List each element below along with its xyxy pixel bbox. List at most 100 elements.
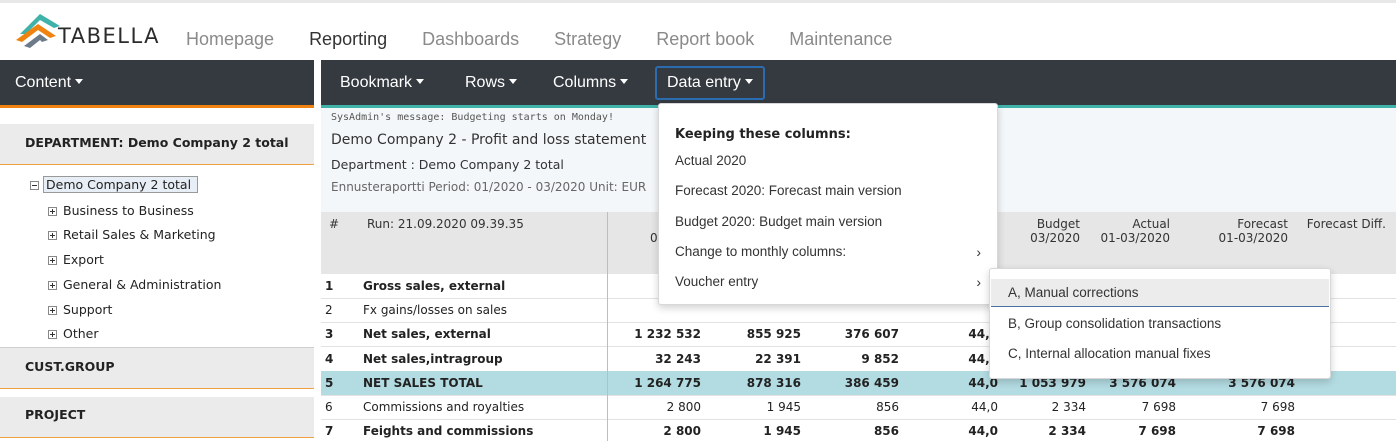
section-divider (0, 347, 314, 348)
submenu-item-internal-allocation[interactable]: C, Internal allocation manual fixes (1008, 346, 1211, 361)
header-line: Forecast (1237, 217, 1288, 231)
menu-item-budget-2020[interactable]: Budget 2020: Budget main version (675, 214, 883, 229)
col-header-actual: Actual 01-03/2020 (1090, 217, 1170, 245)
top-navigation: Homepage Reporting Dashboards Strategy R… (186, 29, 927, 50)
row-number: 7 (325, 424, 334, 438)
cell-value: 1 232 532 (634, 327, 701, 341)
report-department: Department : Demo Company 2 total (331, 157, 564, 172)
caret-down-icon (509, 79, 518, 85)
cell-value: 856 (873, 424, 899, 438)
data-entry-menu: Keeping these columns: Actual 2020 Forec… (658, 103, 998, 305)
content-dropdown-button[interactable]: Content (15, 60, 84, 105)
row-number: 4 (325, 352, 334, 366)
cell-value: 7 698 (1260, 400, 1295, 414)
header-line: 01-03/2020 (1100, 231, 1170, 245)
expand-icon[interactable] (48, 281, 57, 290)
header-line: 01-03/2020 (1218, 231, 1288, 245)
expand-icon[interactable] (48, 231, 57, 240)
logo-mark-icon (16, 14, 60, 48)
expand-icon[interactable] (48, 330, 57, 339)
row-number: 5 (325, 376, 334, 390)
run-timestamp: Run: 21.09.2020 09.39.35 (367, 217, 524, 231)
tree-item-retail-sales[interactable]: Retail Sales & Marketing (48, 227, 216, 242)
menu-heading: Keeping these columns: (675, 127, 851, 142)
department-section-header[interactable]: DEPARTMENT: Demo Company 2 total (0, 124, 314, 164)
nav-reporting[interactable]: Reporting (309, 29, 388, 49)
cell-value: 1 053 979 (1019, 376, 1086, 390)
header-line: Budget (1036, 217, 1080, 231)
cell-value: 32 243 (655, 352, 701, 366)
left-toolbar-accent (0, 105, 314, 108)
cell-value: 2 800 (666, 400, 701, 414)
cell-value: 855 925 (746, 327, 801, 341)
columns-dropdown-button[interactable]: Columns (553, 60, 629, 105)
submenu-item-group-consolidation[interactable]: B, Group consolidation transactions (1008, 316, 1222, 331)
content-label: Content (15, 74, 72, 91)
tree-item-label: General & Administration (63, 277, 222, 292)
tree-item-label: Export (63, 252, 104, 267)
tabella-logo[interactable] (14, 10, 164, 52)
nav-strategy[interactable]: Strategy (554, 29, 622, 49)
report-title: Demo Company 2 - Profit and loss stateme… (331, 132, 647, 148)
sysadmin-message: SysAdmin's message: Budgeting starts on … (331, 112, 614, 123)
tree-root-label: Demo Company 2 total (43, 176, 199, 193)
row-name: Commissions and royalties (363, 400, 525, 414)
nav-report-book[interactable]: Report book (656, 29, 755, 49)
table-row[interactable]: 6 Commissions and royalties 2 800 1 945 856 4… (321, 395, 1396, 419)
voucher-entry-submenu: A, Manual corrections B, Group consolida… (989, 268, 1331, 379)
menu-item-monthly-columns[interactable]: Change to monthly columns: › (675, 244, 981, 260)
custgroup-section-header[interactable]: CUST.GROUP (0, 348, 314, 388)
rows-dropdown-button[interactable]: Rows (465, 60, 518, 105)
section-divider (0, 437, 314, 438)
expand-icon[interactable] (48, 256, 57, 265)
tree-item-label: Other (63, 326, 99, 341)
report-period: Ennusteraportti Period: 01/2020 - 03/202… (331, 180, 647, 194)
tree-item-other[interactable]: Other (48, 326, 99, 341)
cell-value: 878 316 (746, 376, 801, 390)
tree-item-general-administration[interactable]: General & Administration (48, 277, 221, 292)
tree-root-node[interactable]: Demo Company 2 total (30, 176, 199, 193)
col-header-forecast-diff: Forecast Diff. (1306, 217, 1386, 231)
collapse-icon[interactable] (30, 181, 39, 190)
table-row[interactable]: 3 Net sales, external 1 232 532 855 925 376 … (321, 322, 1396, 346)
bookmark-dropdown-button[interactable]: Bookmark (340, 60, 425, 105)
expand-icon[interactable] (48, 306, 57, 315)
nav-dashboards[interactable]: Dashboards (422, 29, 520, 49)
tree-item-label: Retail Sales & Marketing (63, 227, 216, 242)
row-number: 2 (325, 303, 333, 317)
cell-value: 7 698 (1257, 424, 1295, 438)
cell-value: 1 264 775 (634, 376, 701, 390)
expand-icon[interactable] (48, 207, 57, 216)
table-row[interactable]: 2 Fx gains/losses on sales (321, 298, 1396, 322)
table-row[interactable]: 7 Feights and commissions 2 800 1 945 856 44,… (321, 419, 1396, 441)
row-divider (321, 346, 1396, 347)
caret-down-icon (416, 79, 425, 85)
menu-item-label: Change to monthly columns: (675, 244, 847, 259)
caret-down-icon (75, 79, 84, 85)
tree-item-support[interactable]: Support (48, 302, 112, 317)
row-number: 1 (325, 279, 334, 293)
main-toolbar (321, 60, 1396, 105)
row-name: Fx gains/losses on sales (363, 303, 507, 317)
submenu-item-manual-corrections[interactable]: A, Manual corrections (991, 279, 1329, 307)
cell-value: 2 334 (1051, 400, 1086, 414)
caret-down-icon (620, 79, 629, 85)
tree-item-label: Business to Business (63, 203, 194, 218)
tree-item-label: Support (63, 302, 113, 317)
menu-item-forecast-2020[interactable]: Forecast 2020: Forecast main version (675, 183, 902, 198)
menu-item-actual-2020[interactable]: Actual 2020 (675, 153, 747, 168)
brand-name: TABELLA (58, 24, 160, 48)
nav-homepage[interactable]: Homepage (186, 29, 275, 49)
data-entry-dropdown-button[interactable]: Data entry (655, 66, 765, 100)
cell-value: 3 576 074 (1228, 376, 1295, 390)
row-name: Net sales, external (363, 327, 491, 341)
project-section-header[interactable]: PROJECT (0, 397, 314, 437)
table-row[interactable]: 5 NET SALES TOTAL 1 264 775 878 316 386 459 4… (321, 371, 1396, 395)
tree-item-export[interactable]: Export (48, 252, 104, 267)
tree-item-business-to-business[interactable]: Business to Business (48, 203, 194, 218)
top-border (0, 0, 1396, 3)
menu-item-voucher-entry[interactable]: Voucher entry › (675, 274, 981, 290)
nav-maintenance[interactable]: Maintenance (789, 29, 893, 49)
col-header-forecast: Forecast 01-03/2020 (1210, 217, 1288, 245)
